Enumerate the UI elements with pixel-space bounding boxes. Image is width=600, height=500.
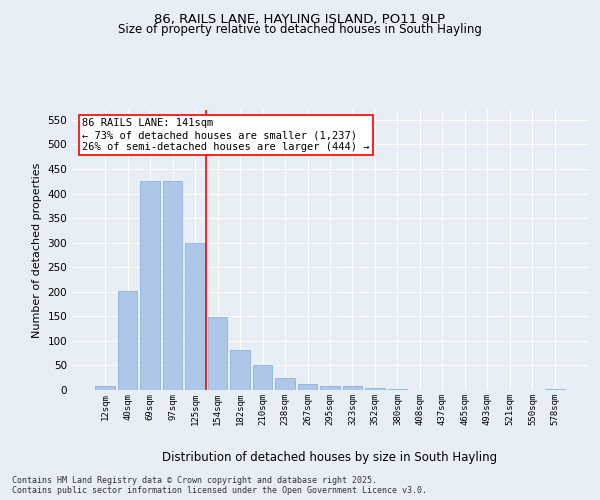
Bar [388,388,407,390]
Bar [343,386,362,390]
Bar [185,242,205,390]
Bar [298,384,317,390]
Text: Contains HM Land Registry data © Crown copyright and database right 2025.
Contai: Contains HM Land Registry data © Crown c… [12,476,427,495]
Bar [163,181,182,390]
Bar [365,388,385,390]
Bar [208,318,227,390]
Bar [230,350,250,390]
Bar [140,181,160,390]
Bar [95,386,115,390]
Bar [118,291,137,390]
Bar [320,386,340,390]
Text: 86 RAILS LANE: 141sqm
← 73% of detached houses are smaller (1,237)
26% of semi-d: 86 RAILS LANE: 141sqm ← 73% of detached … [82,118,370,152]
Bar [545,389,565,390]
Text: 86, RAILS LANE, HAYLING ISLAND, PO11 9LP: 86, RAILS LANE, HAYLING ISLAND, PO11 9LP [154,12,446,26]
Bar [275,378,295,390]
Text: Distribution of detached houses by size in South Hayling: Distribution of detached houses by size … [163,451,497,464]
Text: Size of property relative to detached houses in South Hayling: Size of property relative to detached ho… [118,22,482,36]
Bar [253,366,272,390]
Y-axis label: Number of detached properties: Number of detached properties [32,162,42,338]
